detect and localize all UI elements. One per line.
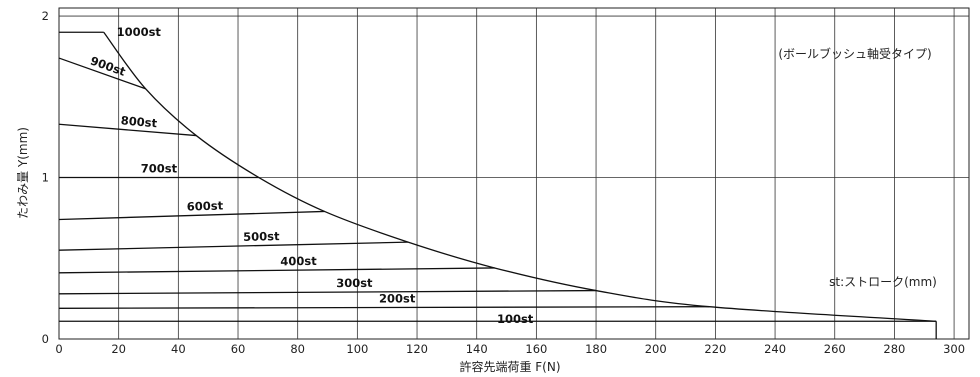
tick-labels: 0 20 40 60 80 100 120 140 160 180 200 220 240 260 280 3… [42, 9, 965, 356]
series-label-200st: 200st [379, 291, 416, 305]
series-label-400st: 400st [280, 254, 317, 268]
x-tick-label: 100 [346, 342, 368, 356]
series-label-700st: 700st [141, 162, 178, 176]
series-lines [58, 31, 937, 322]
series-line-800st [58, 123, 197, 137]
series-label-100st: 100st [497, 312, 534, 326]
x-tick-label: 20 [111, 342, 126, 356]
x-tick-label: 140 [466, 342, 488, 356]
x-tick-label: 240 [764, 342, 786, 356]
envelope-curve-path [103, 31, 937, 322]
x-tick-label: 260 [824, 342, 846, 356]
series-label-600st: 600st [187, 199, 224, 214]
series-labels: 1000st900st800st700st600st500st400st300s… [88, 25, 533, 326]
x-tick-label: 300 [943, 342, 965, 356]
y-axis-title: たわみ量 Y(mm) [16, 127, 30, 219]
x-tick-label: 180 [585, 342, 607, 356]
series-label-1000st: 1000st [117, 25, 162, 39]
series-line-600st [58, 210, 325, 221]
series-line-500st [58, 241, 409, 251]
bearing-type-note: (ボールブッシュ軸受タイプ) [778, 46, 931, 61]
series-label-300st: 300st [336, 276, 373, 290]
x-axis-title: 許容先端荷重 F(N) [459, 359, 560, 374]
x-tick-label: 160 [525, 342, 547, 356]
x-tick-label: 280 [883, 342, 905, 356]
x-tick-label: 60 [231, 342, 246, 356]
y-tick-label: 2 [42, 9, 49, 23]
plot-frame [58, 7, 970, 340]
x-tick-label: 80 [290, 342, 305, 356]
stroke-legend-note: st:ストローク(mm) [829, 275, 937, 289]
series-line-400st [58, 267, 495, 274]
y-tick-label: 0 [42, 332, 49, 346]
series-line-300st [58, 289, 597, 295]
x-tick-label: 220 [704, 342, 726, 356]
series-line-200st [58, 306, 710, 309]
series-line-900st [58, 57, 146, 90]
series-label-500st: 500st [243, 229, 280, 244]
x-tick-label: 120 [406, 342, 428, 356]
x-tick-label: 0 [55, 342, 62, 356]
envelope-curve [103, 31, 937, 339]
y-tick-label: 1 [42, 171, 49, 185]
x-tick-label: 40 [171, 342, 186, 356]
series-label-800st: 800st [120, 113, 158, 130]
x-tick-label: 200 [645, 342, 667, 356]
